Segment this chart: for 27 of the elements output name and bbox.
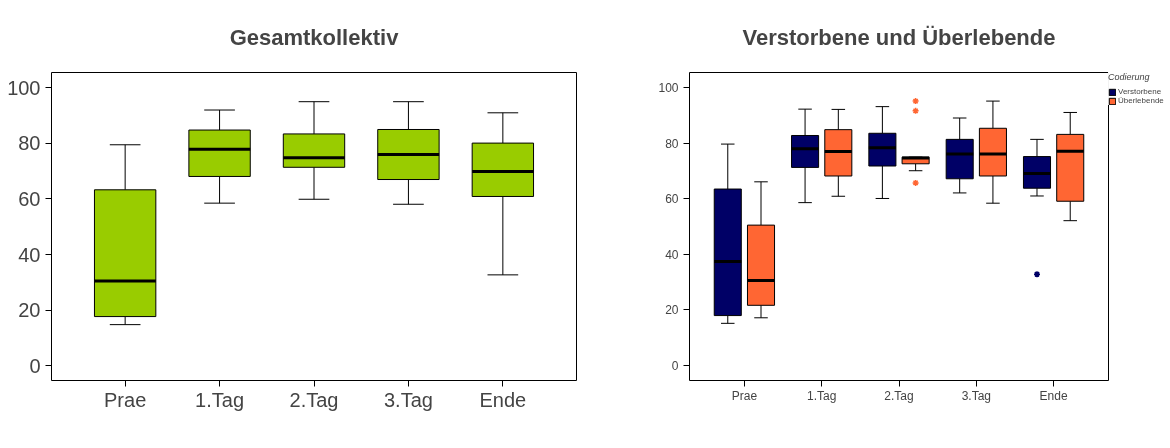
x-tick-label: 2.Tag <box>289 388 339 411</box>
y-tick-label: 20 <box>18 299 41 322</box>
y-tick-label: 0 <box>29 354 41 377</box>
x-tick-label: 1.Tag <box>807 388 837 403</box>
y-tick-label: 20 <box>665 303 679 318</box>
y-tick-label: 80 <box>18 132 41 155</box>
chart-title: Verstorbene und Überlebende <box>742 25 1056 50</box>
y-tick-label: 60 <box>665 192 679 207</box>
y-tick-label: 40 <box>665 247 679 262</box>
legend-title: Codierung <box>1108 72 1151 82</box>
x-tick-label: Ende <box>1039 388 1068 403</box>
x-tick-label: 2.Tag <box>884 388 914 403</box>
x-tick-label: Prae <box>731 388 758 403</box>
legend-label: Überlebende <box>1118 96 1164 105</box>
x-tick-label: 1.Tag <box>195 388 245 411</box>
x-tick-label: 3.Tag <box>961 388 991 403</box>
y-tick-label: 80 <box>665 136 679 151</box>
x-tick-label: Ende <box>479 388 527 411</box>
legend-label: Verstorbene <box>1118 87 1162 96</box>
x-tick-label: Prae <box>104 388 147 411</box>
y-tick-label: 100 <box>658 81 679 96</box>
y-tick-label: 100 <box>7 76 41 99</box>
y-tick-label: 0 <box>671 358 679 373</box>
x-tick-label: 3.Tag <box>383 388 433 411</box>
chart-title: Gesamtkollektiv <box>229 25 400 50</box>
y-tick-label: 40 <box>18 243 41 266</box>
y-tick-label: 60 <box>18 187 41 210</box>
